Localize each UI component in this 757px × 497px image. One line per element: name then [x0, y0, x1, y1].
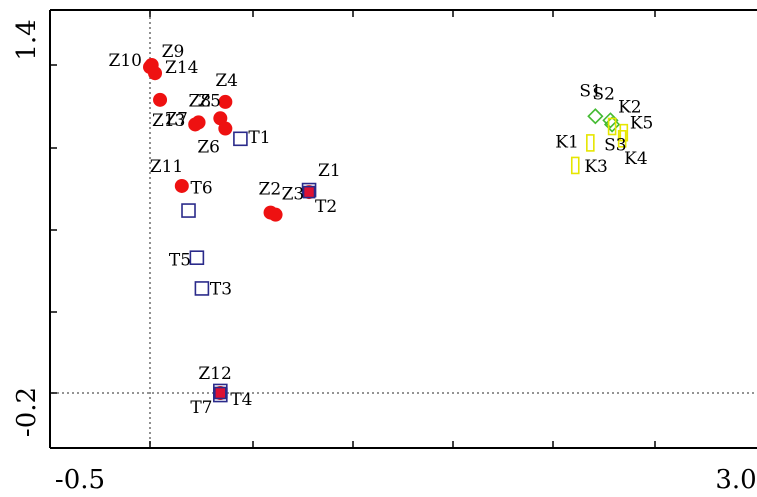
point-label-k3: K3: [584, 157, 608, 177]
plot-frame: [49, 9, 757, 449]
data-points: [143, 58, 629, 403]
point-label-t1: T1: [248, 128, 270, 148]
point-z4: [218, 94, 233, 109]
reference-lines: [52, 12, 757, 446]
point-label-t6: T6: [191, 179, 213, 199]
point-z11: [174, 178, 189, 193]
point-label-z1: Z1: [318, 161, 341, 181]
point-k2: [607, 117, 617, 136]
point-label-z7: Z7: [165, 109, 188, 129]
point-t3: [194, 281, 210, 296]
point-label-z12: Z12: [198, 364, 231, 384]
point-label-z11: Z11: [150, 157, 183, 177]
point-label-k5: K5: [630, 114, 654, 134]
point-z6: [218, 121, 233, 136]
point-label-s2: S2: [592, 84, 614, 104]
point-k1: [570, 156, 580, 175]
overlap-marker-0: [302, 185, 316, 199]
point-k3: [586, 134, 595, 152]
point-z14: [148, 66, 163, 81]
overlap-marker-1: [214, 386, 227, 400]
y-tick-label-min: -0.2: [12, 387, 42, 437]
tick-labels: -0.5 3.0 1.4 -0.2: [12, 19, 757, 495]
point-label-s1: S1: [579, 81, 601, 101]
point-label-k1: K1: [555, 132, 579, 152]
point-z3: [268, 207, 283, 222]
point-label-z9: Z9: [162, 42, 185, 62]
point-label-s3: S3: [604, 135, 626, 155]
point-label-t7: T7: [190, 398, 212, 418]
x-tick-label-min: -0.5: [55, 465, 105, 495]
point-label-z10: Z10: [109, 51, 142, 71]
point-s3: [603, 116, 621, 133]
axis-ticks: [50, 10, 656, 448]
point-t1: [233, 131, 248, 147]
point-z13: [153, 92, 168, 107]
point-label-z6: Z6: [197, 138, 220, 158]
point-t5: [189, 250, 205, 265]
point-label-t4: T4: [230, 390, 252, 410]
point-z7: [188, 117, 203, 132]
point-label-t3: T3: [210, 279, 232, 299]
point-label-z13: Z13: [152, 111, 185, 131]
point-s1: [587, 108, 604, 125]
point-label-t5: T5: [169, 251, 191, 271]
point-label-k4: K4: [624, 149, 648, 169]
point-k5: [619, 123, 629, 142]
point-label-z2: Z2: [259, 180, 282, 200]
point-label-z14: Z14: [165, 58, 198, 78]
point-k4: [617, 130, 627, 148]
point-label-z8: Z8: [189, 91, 212, 111]
point-label-z3: Z3: [282, 185, 305, 205]
point-t6: [181, 203, 196, 218]
x-tick-label-max: 3.0: [715, 465, 756, 495]
point-label-t2: T2: [315, 197, 337, 217]
y-tick-label-max: 1.4: [12, 19, 42, 60]
point-label-z5: Z5: [198, 91, 221, 111]
point-label-z4: Z4: [215, 71, 238, 91]
point-label-k2: K2: [618, 98, 642, 118]
